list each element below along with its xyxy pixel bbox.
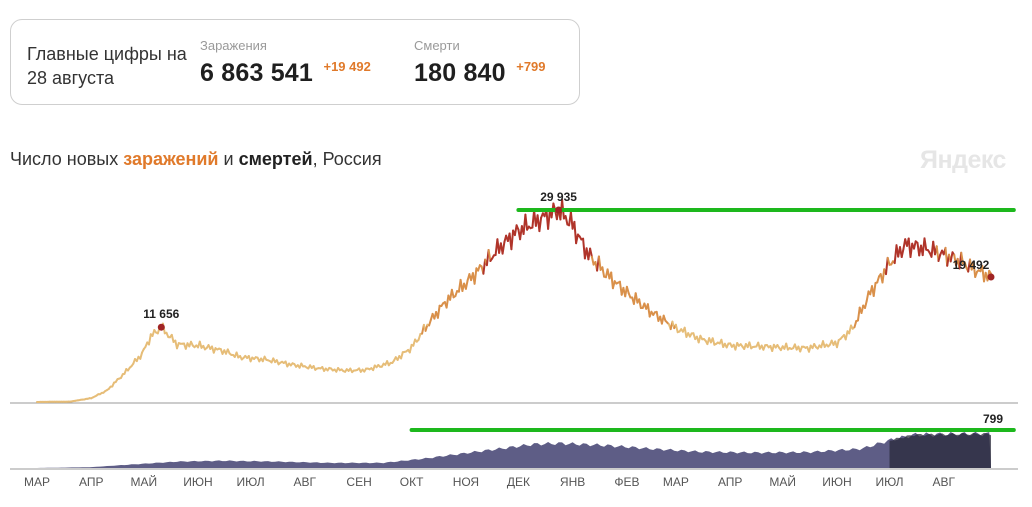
deaths-metric: Смерти 180 840 +799	[414, 38, 546, 88]
infections-line-segment	[601, 266, 606, 278]
infections-label: Заражения	[200, 38, 267, 53]
x-tick-label: ИЮН	[822, 475, 851, 489]
infections-line-segment	[501, 241, 506, 255]
x-tick-label: ОКТ	[400, 475, 424, 489]
infections-line-segment	[450, 288, 455, 299]
chart-title-infections: заражений	[123, 149, 219, 169]
infections-line-segment	[464, 279, 469, 290]
infections-line-segment	[575, 233, 579, 245]
summary-title: Главные цифры на 28 августа	[27, 44, 187, 88]
infections-peak-marker	[987, 273, 995, 281]
x-tick-label: ИЮН	[183, 475, 212, 489]
infections-line-segment	[638, 298, 642, 309]
x-tick-label: МАР	[24, 475, 50, 489]
x-tick-label: ЯНВ	[560, 475, 585, 489]
infections-peak-marker	[555, 206, 563, 214]
x-tick-label: ДЕК	[507, 475, 530, 489]
infections-line-segment	[988, 269, 992, 275]
infections-delta: +19 492	[323, 59, 371, 74]
infections-line-segment	[170, 333, 175, 343]
x-tick-label: АВГ	[294, 475, 317, 489]
infections-line-segment	[538, 216, 543, 233]
infections-line-segment	[445, 294, 450, 309]
yandex-logo: Яндекс	[920, 146, 1006, 174]
infections-value: 6 863 541	[200, 59, 314, 87]
infections-line-segment	[865, 290, 870, 302]
summary-card: Главные цифры на 28 августа Заражения 6 …	[10, 19, 580, 105]
chart-title-middle: и	[218, 149, 239, 169]
infections-line-segment	[510, 229, 515, 251]
infections-metric: Заражения 6 863 541 +19 492	[200, 38, 371, 88]
infections-line-segment	[960, 251, 964, 265]
infections-line-segment	[400, 351, 404, 360]
infections-line-segment	[872, 282, 877, 297]
deaths-delta: +799	[516, 59, 546, 74]
infections-line-segment	[711, 337, 716, 346]
infections-line-segment	[909, 242, 914, 258]
infections-peak-marker	[157, 323, 165, 331]
infections-line-segment	[844, 330, 849, 341]
infections-line-segment	[881, 268, 886, 284]
infections-line-segment	[417, 333, 422, 341]
infections-peak-label: 29 935	[540, 190, 577, 204]
x-tick-label: АВГ	[932, 475, 955, 489]
infections-line-segment	[886, 256, 891, 266]
deaths-value: 180 840	[414, 59, 506, 87]
x-tick-label: АПР	[718, 475, 743, 489]
chart-title: Число новых заражений и смертей, Россия	[10, 149, 382, 170]
infections-line-segment	[836, 339, 840, 349]
x-tick-label: СЕН	[346, 475, 371, 489]
x-tick-label: НОЯ	[453, 475, 479, 489]
infections-peak-label: 19 492	[953, 258, 990, 272]
infections-line-segment	[864, 300, 868, 309]
x-tick-label: МАЙ	[769, 474, 796, 489]
infections-line-segment	[923, 237, 928, 251]
infections-line-segment	[972, 260, 977, 278]
chart-title-prefix: Число новых	[10, 149, 124, 169]
infections-line-segment	[487, 249, 492, 262]
infections-line-segment	[853, 320, 858, 329]
infections-peak-label: 11 656	[143, 307, 179, 321]
infections-line-segment	[949, 251, 954, 263]
chart-title-suffix: , Россия	[312, 149, 382, 169]
infections-line-segment	[424, 323, 429, 332]
infections-line-segment	[937, 253, 942, 262]
infections-line-segment	[674, 323, 679, 334]
infections-line-segment	[625, 285, 630, 295]
x-tick-label: ИЮЛ	[875, 475, 903, 489]
x-tick-label: МАР	[663, 475, 689, 489]
x-tick-label: ИЮЛ	[237, 475, 265, 489]
infections-line-segment	[589, 247, 593, 258]
infections-line-segment	[564, 215, 569, 226]
infections-line-segment	[139, 351, 143, 360]
deaths-area-high	[889, 432, 991, 468]
x-tick-label: АПР	[79, 475, 104, 489]
deaths-label: Смерти	[414, 38, 460, 53]
infections-line-segment	[876, 275, 880, 284]
infections-line-segment	[473, 267, 478, 285]
x-tick-label: МАЙ	[130, 474, 157, 489]
infections-line-segment	[408, 343, 413, 354]
chart-title-deaths: смертей	[238, 149, 313, 169]
deaths-area	[37, 431, 991, 468]
infections-line-segment	[436, 304, 441, 319]
infections-line-segment	[900, 247, 905, 258]
infections-line-segment	[597, 255, 602, 271]
infections-line-segment	[148, 333, 152, 346]
deaths-last-label: 799	[983, 412, 1003, 426]
infections-line-segment	[913, 240, 917, 250]
x-tick-label: ФЕВ	[614, 475, 639, 489]
infections-line-segment	[524, 213, 529, 231]
infections-line-segment	[428, 318, 432, 327]
